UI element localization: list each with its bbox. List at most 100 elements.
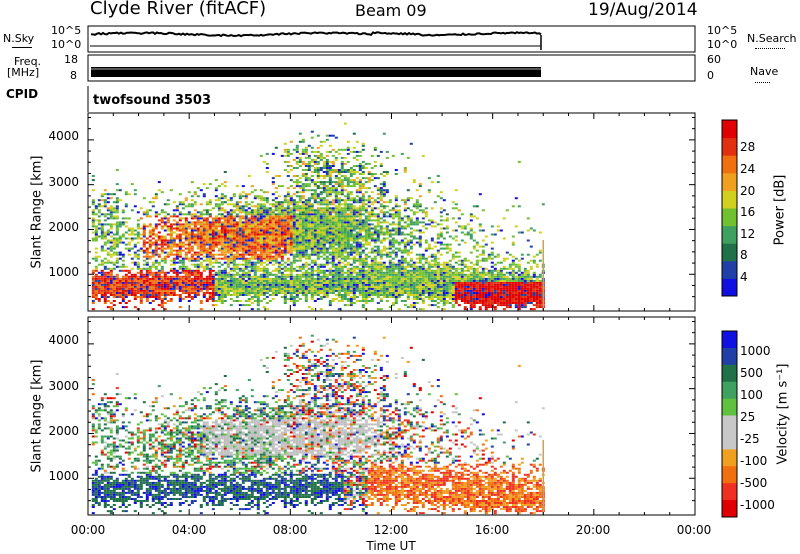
power-cell	[271, 249, 275, 252]
power-cell	[175, 227, 179, 230]
power-cell	[214, 195, 218, 198]
power-cell	[406, 279, 410, 282]
power-cell	[427, 177, 431, 180]
power-cell	[364, 263, 368, 266]
power-cell	[154, 279, 158, 282]
power-cell	[322, 227, 326, 230]
power-cell	[334, 219, 338, 222]
power-cell	[109, 261, 113, 264]
power-cell	[304, 279, 308, 282]
power-cell	[265, 209, 269, 212]
power-cell	[112, 243, 116, 246]
power-cell	[322, 197, 326, 200]
power-cell	[121, 279, 125, 282]
power-cell	[100, 195, 104, 198]
power-cell	[367, 294, 371, 296]
power-cell	[373, 259, 377, 262]
power-cell	[202, 239, 206, 242]
power-cell	[391, 239, 395, 242]
power-cell	[427, 294, 431, 296]
power-cell	[265, 211, 269, 214]
power-cell	[235, 249, 239, 252]
power-cell	[277, 279, 281, 282]
power-cell	[220, 271, 224, 274]
power-cell	[340, 181, 344, 184]
power-cell	[91, 223, 95, 226]
power-cell	[199, 211, 203, 214]
power-cell	[433, 253, 437, 256]
power-cell	[112, 217, 116, 220]
power-cell	[289, 211, 293, 214]
power-cell	[394, 197, 398, 200]
power-cell	[187, 245, 191, 248]
power-cell	[262, 277, 266, 280]
power-cell	[286, 275, 290, 278]
power-cell	[271, 292, 275, 294]
power-cell	[358, 237, 362, 240]
power-cell	[244, 193, 248, 196]
power-cell	[433, 277, 437, 280]
power-cell	[367, 187, 371, 190]
power-cell	[340, 277, 344, 280]
power-cell	[121, 221, 125, 224]
power-cell	[322, 160, 326, 163]
power-cell	[97, 199, 101, 202]
power-cell	[439, 283, 443, 286]
power-cell	[91, 275, 95, 278]
power-cell	[106, 261, 110, 264]
power-cell	[376, 189, 380, 192]
power-cell	[406, 287, 410, 290]
power-cell	[319, 193, 323, 196]
power-cell	[325, 294, 329, 296]
power-cell	[382, 231, 386, 234]
power-cell	[343, 219, 347, 222]
power-cell	[319, 251, 323, 254]
power-cell	[391, 154, 395, 157]
power-cell	[286, 245, 290, 248]
power-cell	[352, 173, 356, 175]
power-cell	[259, 203, 263, 206]
power-cell	[325, 287, 329, 290]
power-cell	[169, 215, 173, 218]
power-cell	[328, 247, 332, 250]
power-cell	[157, 287, 161, 290]
power-cell	[316, 134, 320, 137]
power-cell	[91, 175, 95, 177]
power-cell	[352, 247, 356, 250]
power-cell	[259, 279, 263, 282]
power-cell	[130, 281, 134, 284]
power-cell	[262, 211, 266, 214]
power-cell	[430, 285, 434, 288]
power-cell	[214, 187, 218, 190]
power-cell	[364, 279, 368, 282]
power-cell	[331, 281, 335, 284]
power-cell	[322, 283, 326, 286]
power-cell	[286, 281, 290, 284]
power-cell	[196, 235, 200, 238]
power-cell	[175, 257, 179, 260]
power-cell	[217, 277, 221, 280]
power-cell	[103, 203, 107, 206]
power-cell	[151, 237, 155, 240]
power-cell	[388, 269, 392, 272]
power-cell	[154, 287, 158, 290]
power-cell	[202, 219, 206, 222]
power-cell	[196, 241, 200, 244]
power-cell	[367, 205, 371, 208]
power-cell	[325, 227, 329, 230]
power-cell	[265, 251, 269, 254]
power-cell	[235, 203, 239, 206]
power-cell	[322, 249, 326, 252]
power-cell	[217, 239, 221, 242]
power-cell	[277, 215, 281, 218]
power-cell	[316, 239, 320, 242]
power-cell	[145, 289, 149, 292]
power-cell	[325, 289, 329, 292]
power-cell	[208, 261, 212, 264]
power-cell	[364, 261, 368, 264]
power-cell	[322, 162, 326, 165]
power-cell	[406, 273, 410, 276]
power-cell	[307, 285, 311, 288]
power-cell	[346, 195, 350, 198]
power-cell	[379, 300, 383, 302]
